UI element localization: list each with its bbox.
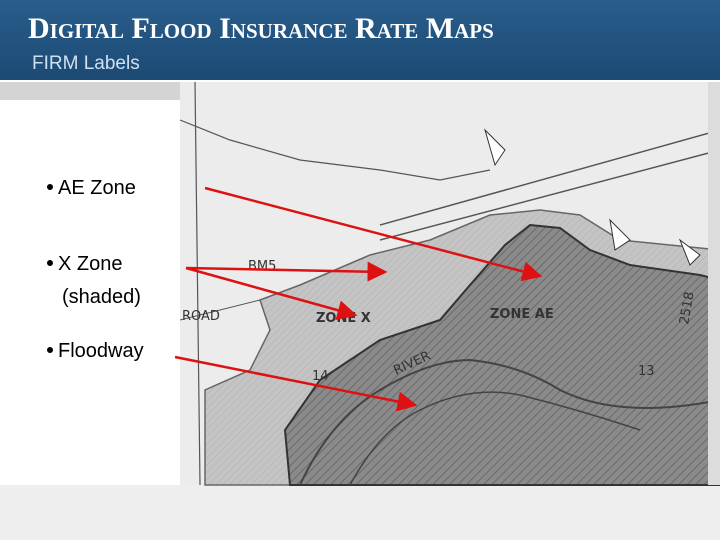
- map-label: 2518: [677, 290, 698, 325]
- map-label: 13: [638, 364, 655, 379]
- map-label: ZONE AE: [490, 307, 554, 322]
- map: BM5 ZONE X ZONE AE 14 13 RIVER ROAD 2518: [179, 81, 720, 486]
- road-line: [194, 81, 201, 486]
- bullet-dot: [47, 260, 53, 266]
- header-bar: [0, 0, 720, 80]
- arrow: [174, 355, 418, 412]
- arrow: [185, 261, 388, 282]
- bullet-text: AE Zone: [58, 177, 136, 199]
- map-label: ZONE X: [316, 311, 371, 326]
- arrow: [185, 266, 358, 320]
- bullet-text: Floodway: [58, 340, 144, 362]
- bullet-dot: [47, 184, 53, 190]
- bullet-list: AE Zone X Zone (shaded) Floodway: [47, 177, 144, 362]
- road-line: [179, 299, 261, 321]
- map-label: BM5: [248, 259, 276, 274]
- road-line: [379, 129, 720, 226]
- river-line: [349, 391, 641, 486]
- side-strip: [0, 82, 180, 100]
- floodway-line: [299, 358, 720, 486]
- road-line: [179, 119, 491, 181]
- route-shield: [483, 128, 506, 167]
- road-line: [379, 149, 720, 241]
- arrow: [204, 186, 543, 282]
- slide-title: Digital Flood Insurance Rate Maps: [28, 12, 494, 45]
- slide-subtitle: FIRM Labels: [32, 53, 140, 74]
- bullet-dot: [47, 347, 53, 353]
- map-edge: [708, 82, 720, 485]
- route-shield: [678, 238, 701, 266]
- bullet-text: X Zone: [58, 253, 122, 275]
- map-label: 14: [312, 369, 329, 384]
- footer-band: [0, 485, 720, 540]
- map-label: ROAD: [182, 309, 220, 324]
- route-shield: [609, 218, 631, 251]
- bullet-text: (shaded): [62, 286, 141, 308]
- arrows: [174, 186, 543, 412]
